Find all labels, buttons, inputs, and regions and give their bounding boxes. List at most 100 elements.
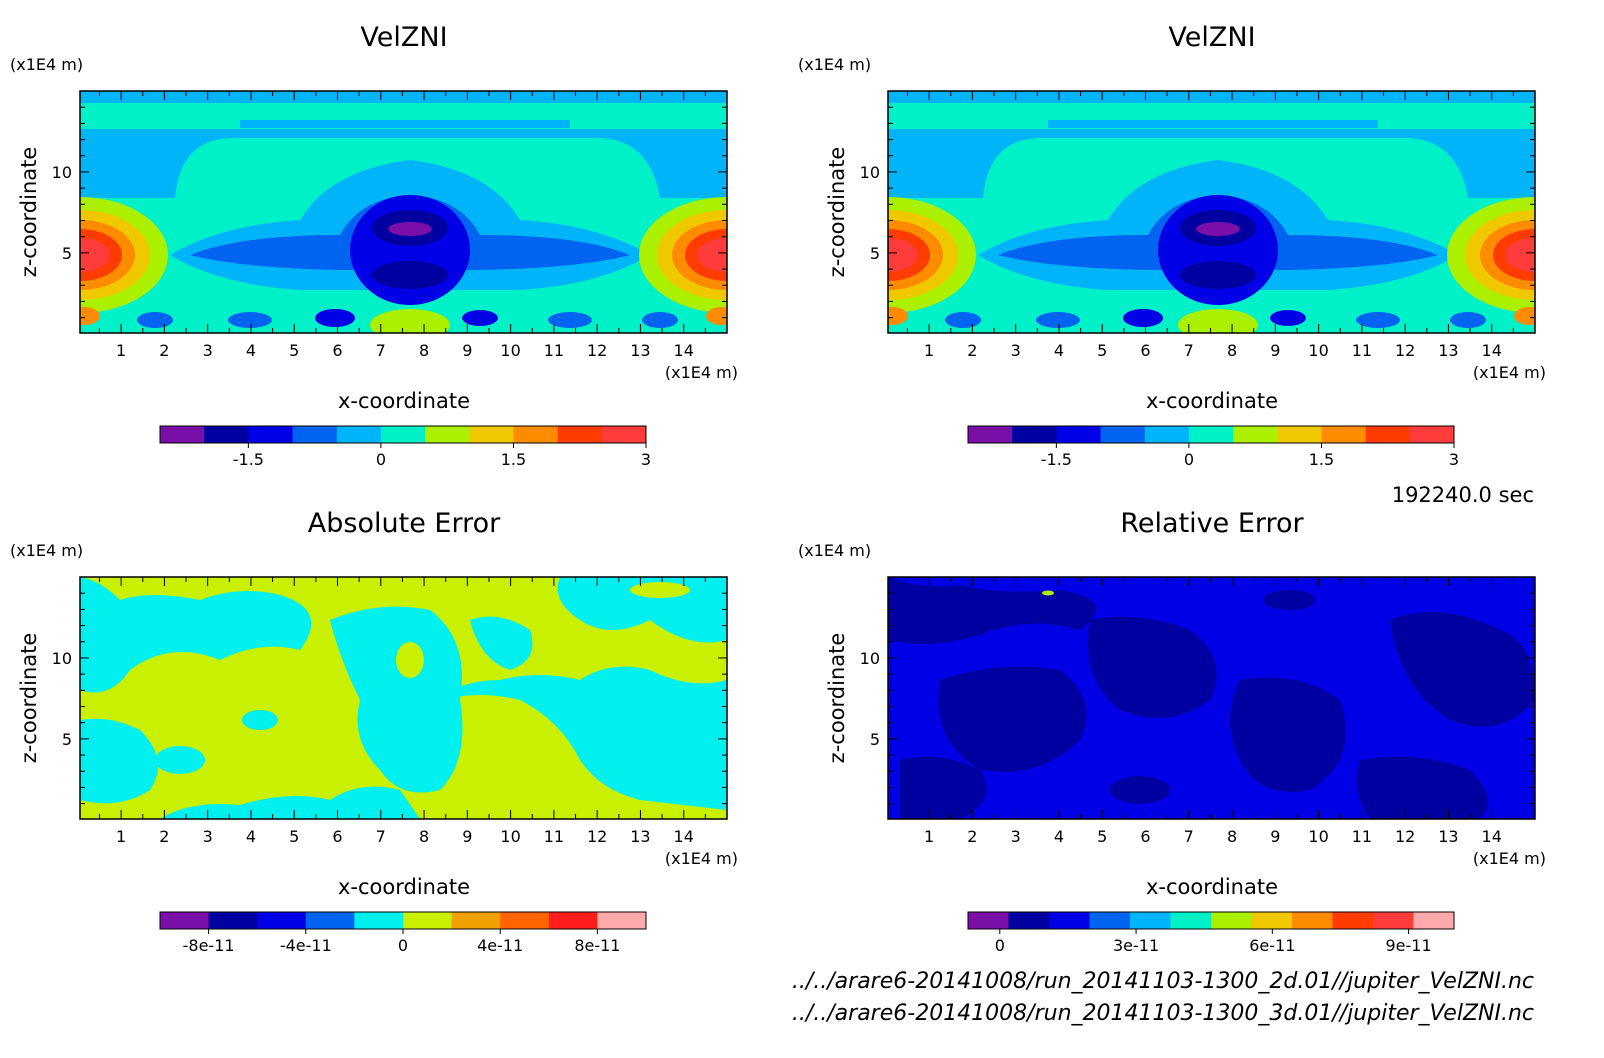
bottom-blob-6 [642, 312, 678, 328]
x-tick-label: 2 [967, 341, 977, 360]
cyan-speck-1 [155, 746, 205, 774]
right-hot-5 [1505, 238, 1535, 272]
x-tick-label: 7 [376, 341, 386, 360]
band-upper-line [240, 120, 570, 128]
colorbar-tick-label: 1.5 [501, 450, 526, 469]
x-tick-label: 11 [544, 341, 564, 360]
colorbar-swatch [1373, 912, 1414, 929]
x-tick-label: 11 [1352, 827, 1372, 846]
panel-absolute-error: Absolute Error (x1E4 m) 1 2 3 4 5 6 7 8 9 10 11 12 1… [10, 508, 738, 955]
x-tick-label: 5 [289, 827, 299, 846]
colorbar-frame [159, 425, 647, 444]
x-tick-label: 3 [1011, 341, 1021, 360]
colorbar-tick-label: 6e-11 [1249, 936, 1295, 955]
x-tick-label: 13 [630, 341, 650, 360]
colorbar-swatch [1056, 426, 1102, 443]
colorbar-swatch [1292, 912, 1333, 929]
bottom-blob-5 [548, 312, 592, 328]
navy-region-4 [1230, 677, 1346, 792]
plot-frame [79, 576, 728, 820]
navy-speck-1 [1110, 776, 1170, 804]
colorbar-swatch [305, 912, 355, 929]
x-tick-label: 8 [419, 827, 429, 846]
x-axis-label: x-coordinate [1146, 875, 1278, 899]
core-purple [1196, 222, 1240, 236]
bottom-blob-4 [1270, 310, 1306, 326]
colorbar-swatch [336, 426, 382, 443]
colorbar-swatch [160, 426, 205, 443]
x-tick-label: 12 [1395, 827, 1415, 846]
x-tick-label: 10 [500, 341, 520, 360]
colorbar-tick-label: 3 [641, 450, 651, 469]
heatmap-field [888, 91, 1535, 333]
colorbar-swatch [425, 426, 470, 443]
core-navy-lower [1180, 261, 1256, 289]
x-tick-label: 14 [674, 341, 694, 360]
x-axis-label: x-coordinate [1146, 389, 1278, 413]
colorbar: -1.5 0 1.5 3 [967, 425, 1459, 469]
colorbar-swatch [1409, 426, 1455, 443]
navy-speck-2 [1264, 590, 1316, 610]
x-tick-label: 14 [674, 827, 694, 846]
x-tick-label: 5 [289, 341, 299, 360]
colorbar-swatch [1188, 426, 1234, 443]
x-tick-label: 5 [1097, 827, 1107, 846]
cyan-speck-3 [598, 708, 642, 732]
cyan-region-left [80, 577, 312, 693]
y-axis-label: z-coordinate [17, 147, 41, 278]
plot-frame [887, 90, 1536, 334]
yellow-speck-1 [500, 738, 540, 762]
x-tick-label: 13 [1438, 341, 1458, 360]
bottom-yellow-center [1178, 309, 1258, 333]
colorbar-swatch [1012, 426, 1057, 443]
colorbar-tick-label: -1.5 [233, 450, 264, 469]
yellow-speck-2 [630, 582, 690, 598]
panel-relative-error: Relative Error (x1E4 m) 1 2 3 4 5 6 7 8 9 10 11 12 1… [798, 508, 1546, 955]
bottom-blob-3 [315, 309, 355, 327]
file-path-2d: ../../arare6-20141008/run_20141103-1300_… [792, 969, 1534, 994]
navy-region-7 [1356, 756, 1488, 819]
x-tick-label: 4 [246, 341, 256, 360]
colorbar-swatch [1251, 912, 1293, 929]
colorbar-swatch [204, 426, 249, 443]
x-unit-label: (x1E4 m) [1473, 363, 1546, 382]
plot-frame [79, 90, 728, 334]
x-tick-label: 1 [116, 341, 126, 360]
x-tick-label: 7 [1184, 341, 1194, 360]
y-tick-label: 10 [52, 163, 72, 182]
colorbar-swatch [1321, 426, 1367, 443]
x-tick-label: 12 [1395, 341, 1415, 360]
left-hot-5 [888, 238, 918, 272]
left-bottom-hot [888, 307, 908, 325]
colorbar-tick-label: 0 [1184, 450, 1194, 469]
bottom-blob-3 [1123, 309, 1163, 327]
x-tick-label: 9 [1270, 341, 1280, 360]
x-axis-label: x-coordinate [338, 389, 470, 413]
x-tick-label: 7 [376, 827, 386, 846]
colorbar-swatch [469, 426, 514, 443]
x-tick-label: 1 [116, 827, 126, 846]
time-label: 192240.0 sec [1392, 483, 1534, 507]
panel-velzni-2d: VelZNI (x1E4 m) [10, 22, 738, 469]
x-tick-label: 2 [967, 827, 977, 846]
colorbar-swatch [968, 426, 1013, 443]
colorbar-swatch [968, 912, 1009, 929]
colorbar-swatch [1332, 912, 1374, 929]
x-unit-label: (x1E4 m) [665, 849, 738, 868]
bottom-blob-4 [462, 310, 498, 326]
x-tick-label: 10 [1308, 827, 1328, 846]
colorbar-tick-label: 3e-11 [1113, 936, 1159, 955]
colorbar-tick-label: 0 [398, 936, 408, 955]
x-tick-label: 10 [500, 827, 520, 846]
colorbar-swatch [557, 426, 603, 443]
x-tick-label: 7 [1184, 827, 1194, 846]
colorbar-tick-label: 9e-11 [1386, 936, 1432, 955]
colorbar-swatch [1413, 912, 1455, 929]
bottom-blob-5 [1356, 312, 1400, 328]
navy-region-6 [900, 756, 987, 819]
colorbar-swatch [1100, 426, 1146, 443]
x-tick-label: 2 [159, 341, 169, 360]
x-tick-label: 3 [203, 827, 213, 846]
